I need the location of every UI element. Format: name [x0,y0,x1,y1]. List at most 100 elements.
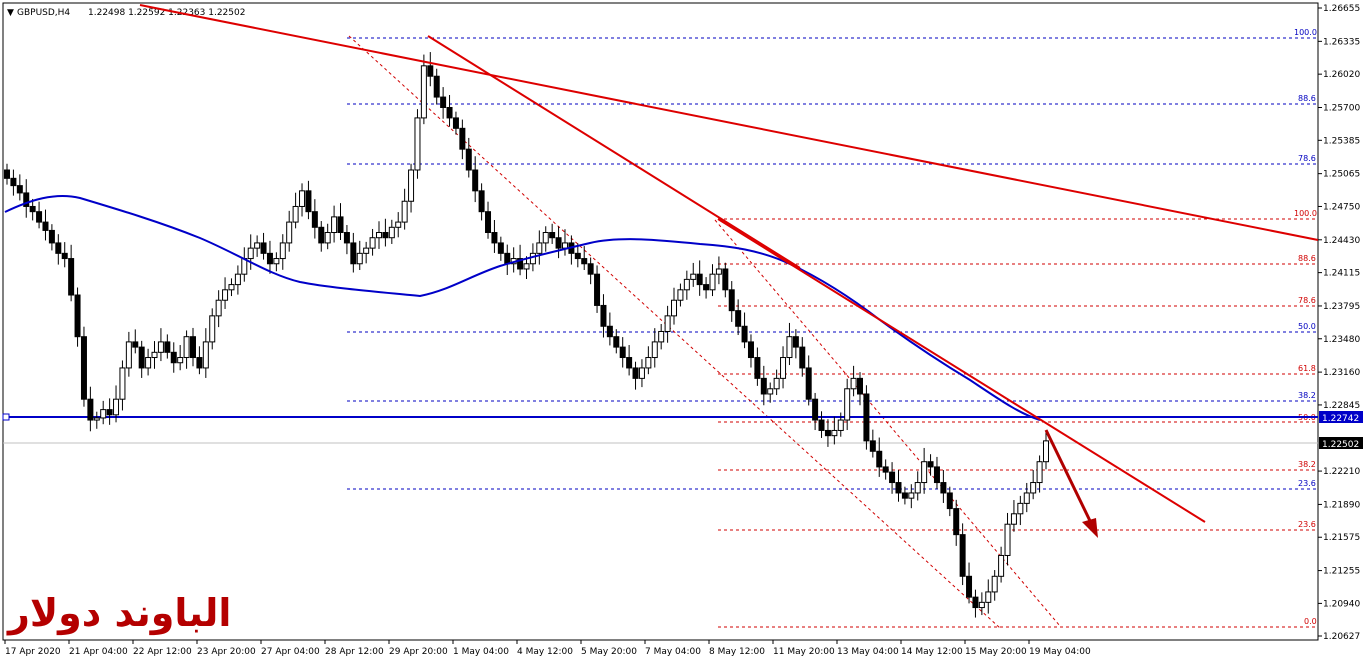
candle-body [125,341,132,369]
candle-body [504,252,511,265]
candle-body [254,242,261,249]
fib-red-levels [718,218,1318,628]
candle-body [247,247,254,260]
candle-body [318,226,325,244]
candle-body [273,258,280,265]
candle-body [48,229,55,244]
candle-body [844,388,851,421]
plot-area[interactable] [2,2,1319,641]
trend-lines[interactable] [139,4,1319,523]
fib-blue-labels: 100.0 88.6 78.6 50.0 38.2 23.6 [1294,28,1317,488]
time-tick-label: 23 Apr 20:00 [197,647,256,657]
ohlc-label: 1.22498 1.22592 1.22363 1.22502 [88,8,245,18]
price-tick-label: 1.24430 [1323,236,1360,246]
candle-body [363,247,370,254]
candle-body [16,185,23,194]
price-tick-label: 1.22845 [1323,401,1360,411]
candle-body [735,310,742,327]
candle-body [574,252,581,260]
candle-body [1023,492,1030,504]
candle-body [119,367,126,400]
candle-body [196,357,203,369]
candle-body [375,232,382,239]
candle-body [485,211,492,234]
candle-body [1043,440,1049,463]
price-tick-label: 1.25385 [1323,136,1360,146]
price-tick-label: 1.24115 [1323,269,1360,279]
candle-body [901,492,908,499]
fib-diagonals [348,35,1061,629]
candle-body [80,336,87,400]
level-price-tag: 1.22742 [1319,411,1363,424]
fib-blue-label: 50.0 [1298,322,1316,331]
candle-body [132,341,139,348]
candle-body [440,96,447,108]
candle-body [68,258,75,296]
candle-body [914,482,921,494]
candle-body [933,466,940,484]
fib-red-label: 100.0 [1294,209,1317,218]
candle-body [215,299,222,317]
candle-body [587,263,594,275]
time-tick-label: 21 Apr 04:00 [69,647,128,657]
candle-body [703,284,710,291]
candle-body [876,450,883,468]
level-price-text: 1.22742 [1322,414,1359,424]
candle-body [998,554,1005,577]
candle-body [350,242,357,265]
candle-body [690,273,697,280]
candle-body [517,258,524,270]
time-tick-label: 29 Apr 20:00 [389,647,448,657]
candle-body [10,177,17,187]
price-tick-label: 1.26020 [1323,70,1360,80]
candle-body [36,211,43,223]
candle-body [632,367,639,379]
horizontal-level-handle[interactable] [2,413,10,421]
candle-body [369,237,376,249]
fib-red-label: 88.6 [1298,254,1316,263]
price-tick-label: 1.22210 [1323,467,1360,477]
time-tick-label: 13 May 04:00 [837,647,899,657]
candle-body [780,357,787,379]
candle-body [786,336,793,359]
candle-body [420,65,427,119]
candle-body [895,482,902,494]
candle-body [831,429,838,437]
candle-body [382,232,389,239]
candle-body [555,237,562,249]
candle-body [388,226,395,239]
candle-body [157,341,164,353]
candle-body [946,492,953,510]
fib-red-label: 61.8 [1298,364,1316,373]
candle-body [850,377,857,390]
candle-body [401,200,408,223]
candle-body [1004,523,1011,556]
candle-body [222,289,229,301]
fib-red-label: 78.6 [1298,296,1316,305]
candle-body [106,409,113,416]
candle-body [491,232,498,244]
fib-red-label: 0.0 [1304,617,1317,626]
price-tick-label: 1.25700 [1323,103,1360,113]
current-price-text: 1.22502 [1322,440,1359,450]
arabic-watermark: الباوند دولار [6,591,231,636]
time-tick-label: 22 Apr 12:00 [133,647,192,657]
candle-body [343,232,350,244]
candle-body [561,242,568,249]
candle-body [113,398,120,416]
dropdown-arrow-icon[interactable]: ▼ [7,8,14,18]
candle-body [921,461,928,484]
candle-body [972,596,979,609]
candle-body [408,169,415,202]
candle-body [908,492,915,499]
candle-body [465,148,472,171]
candle-body [773,377,780,390]
candle-body [991,575,998,593]
candle-body [818,419,825,431]
time-tick-label: 28 Apr 12:00 [325,647,384,657]
price-tick-label: 1.23160 [1323,368,1360,378]
candle-body [658,330,665,343]
candle-body [638,367,645,379]
candle-body [728,289,735,312]
